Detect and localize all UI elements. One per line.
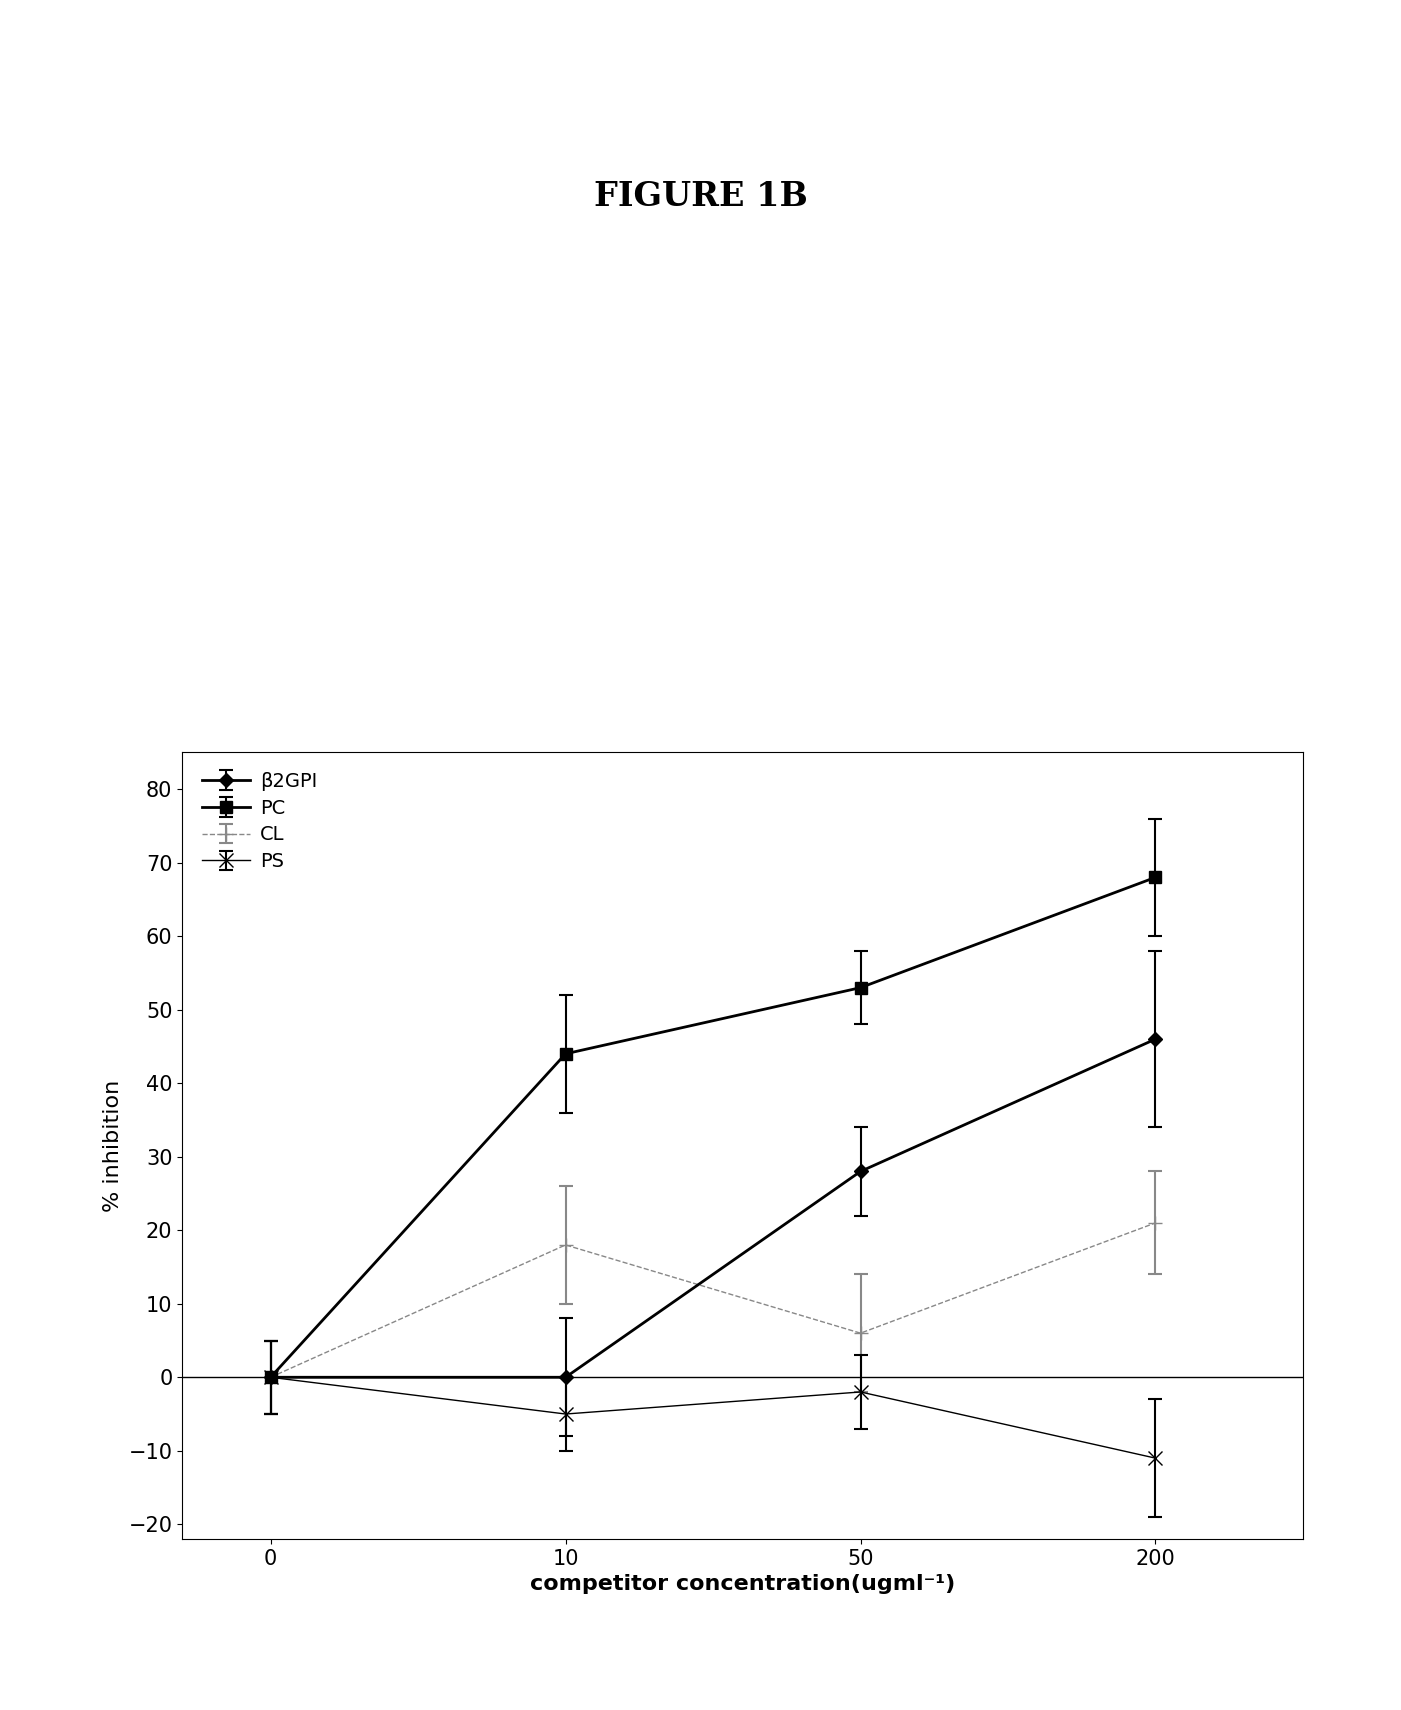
- Text: FIGURE 1B: FIGURE 1B: [594, 180, 807, 212]
- X-axis label: competitor concentration(ugml⁻¹): competitor concentration(ugml⁻¹): [530, 1575, 955, 1594]
- Y-axis label: % inhibition: % inhibition: [102, 1079, 123, 1212]
- Legend: β2GPI, PC, CL, PS: β2GPI, PC, CL, PS: [192, 763, 326, 881]
